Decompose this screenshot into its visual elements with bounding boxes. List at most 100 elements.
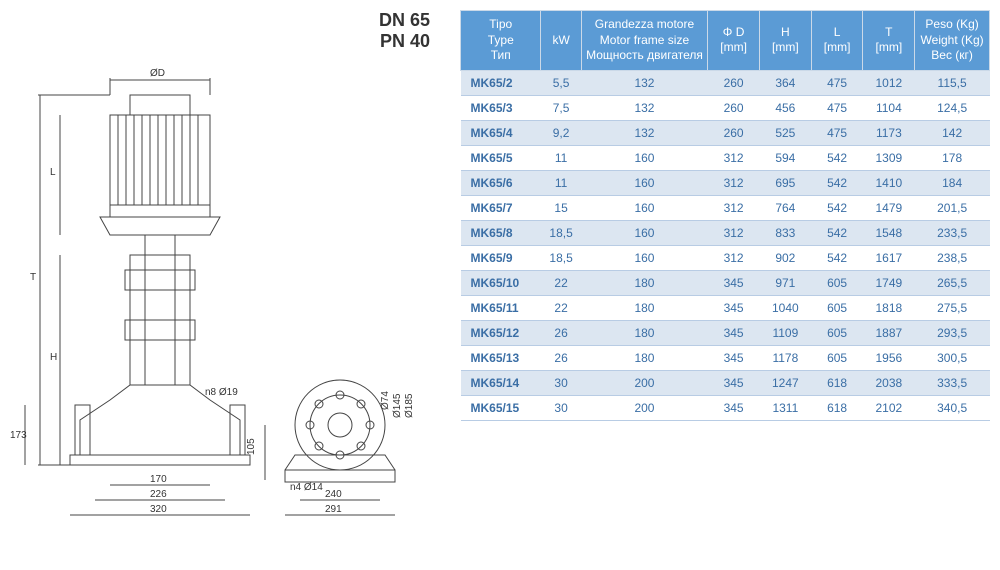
cell: 265,5 bbox=[915, 270, 990, 295]
cell: 160 bbox=[581, 145, 708, 170]
cell: MK65/12 bbox=[461, 320, 541, 345]
svg-text:Ø145: Ø145 bbox=[392, 393, 403, 418]
cell: 30 bbox=[541, 395, 581, 420]
cell: 345 bbox=[708, 395, 760, 420]
svg-text:240: 240 bbox=[325, 489, 342, 500]
cell: 594 bbox=[759, 145, 811, 170]
cell: 475 bbox=[811, 70, 863, 95]
cell: 525 bbox=[759, 120, 811, 145]
col-l: L[mm] bbox=[811, 11, 863, 71]
svg-text:291: 291 bbox=[325, 504, 342, 515]
cell: 312 bbox=[708, 170, 760, 195]
cell: 180 bbox=[581, 345, 708, 370]
cell: 605 bbox=[811, 270, 863, 295]
cell: 1548 bbox=[863, 220, 915, 245]
svg-text:L: L bbox=[50, 167, 56, 178]
cell: 180 bbox=[581, 320, 708, 345]
dn-pn-label: DN 65 PN 40 bbox=[379, 10, 430, 52]
cell: 605 bbox=[811, 295, 863, 320]
cell: 1178 bbox=[759, 345, 811, 370]
cell: 364 bbox=[759, 70, 811, 95]
cell: 1173 bbox=[863, 120, 915, 145]
cell: 605 bbox=[811, 345, 863, 370]
cell: 26 bbox=[541, 320, 581, 345]
cell: 618 bbox=[811, 370, 863, 395]
cell: 1309 bbox=[863, 145, 915, 170]
table-row: MK65/49,21322605254751173142 bbox=[461, 120, 990, 145]
table-row: MK65/7151603127645421479201,5 bbox=[461, 195, 990, 220]
svg-text:170: 170 bbox=[150, 474, 167, 485]
cell: 22 bbox=[541, 270, 581, 295]
svg-text:n8 Ø19: n8 Ø19 bbox=[205, 387, 238, 398]
cell: 1109 bbox=[759, 320, 811, 345]
cell: 178 bbox=[915, 145, 990, 170]
cell: 1956 bbox=[863, 345, 915, 370]
table-row: MK65/153020034513116182102340,5 bbox=[461, 395, 990, 420]
table-row: MK65/818,51603128335421548233,5 bbox=[461, 220, 990, 245]
cell: MK65/15 bbox=[461, 395, 541, 420]
cell: 7,5 bbox=[541, 95, 581, 120]
table-row: MK65/37,51322604564751104124,5 bbox=[461, 95, 990, 120]
cell: 1818 bbox=[863, 295, 915, 320]
cell: 160 bbox=[581, 195, 708, 220]
cell: MK65/10 bbox=[461, 270, 541, 295]
cell: 160 bbox=[581, 170, 708, 195]
cell: 1247 bbox=[759, 370, 811, 395]
svg-text:226: 226 bbox=[150, 489, 167, 500]
cell: MK65/8 bbox=[461, 220, 541, 245]
cell: 312 bbox=[708, 145, 760, 170]
cell: 11 bbox=[541, 145, 581, 170]
cell: 971 bbox=[759, 270, 811, 295]
table-row: MK65/5111603125945421309178 bbox=[461, 145, 990, 170]
cell: 1104 bbox=[863, 95, 915, 120]
dn-text: DN 65 bbox=[379, 10, 430, 31]
svg-text:320: 320 bbox=[150, 504, 167, 515]
cell: 475 bbox=[811, 95, 863, 120]
cell: 5,5 bbox=[541, 70, 581, 95]
cell: MK65/13 bbox=[461, 345, 541, 370]
cell: 695 bbox=[759, 170, 811, 195]
svg-text:173: 173 bbox=[10, 430, 27, 441]
cell: 30 bbox=[541, 370, 581, 395]
cell: 345 bbox=[708, 295, 760, 320]
cell: 542 bbox=[811, 220, 863, 245]
table-row: MK65/132618034511786051956300,5 bbox=[461, 345, 990, 370]
cell: MK65/2 bbox=[461, 70, 541, 95]
cell: 542 bbox=[811, 245, 863, 270]
cell: 180 bbox=[581, 270, 708, 295]
cell: 18,5 bbox=[541, 245, 581, 270]
cell: 1012 bbox=[863, 70, 915, 95]
cell: 132 bbox=[581, 70, 708, 95]
cell: 2102 bbox=[863, 395, 915, 420]
cell: 115,5 bbox=[915, 70, 990, 95]
cell: 260 bbox=[708, 95, 760, 120]
col-type: TipoTypeТип bbox=[461, 11, 541, 71]
cell: 1311 bbox=[759, 395, 811, 420]
cell: MK65/4 bbox=[461, 120, 541, 145]
cell: 1479 bbox=[863, 195, 915, 220]
cell: 618 bbox=[811, 395, 863, 420]
cell: 333,5 bbox=[915, 370, 990, 395]
table-row: MK65/6111603126955421410184 bbox=[461, 170, 990, 195]
cell: 1749 bbox=[863, 270, 915, 295]
cell: 345 bbox=[708, 320, 760, 345]
left-panel: DN 65 PN 40 bbox=[10, 10, 450, 560]
table-row: MK65/122618034511096051887293,5 bbox=[461, 320, 990, 345]
cell: 312 bbox=[708, 195, 760, 220]
table-row: MK65/918,51603129025421617238,5 bbox=[461, 245, 990, 270]
cell: 345 bbox=[708, 370, 760, 395]
cell: 456 bbox=[759, 95, 811, 120]
cell: 201,5 bbox=[915, 195, 990, 220]
col-motor: Grandezza motoreMotor frame sizeМощность… bbox=[581, 11, 708, 71]
cell: 1410 bbox=[863, 170, 915, 195]
svg-text:105: 105 bbox=[246, 438, 257, 455]
cell: 26 bbox=[541, 345, 581, 370]
col-kw: kW bbox=[541, 11, 581, 71]
cell: 233,5 bbox=[915, 220, 990, 245]
cell: MK65/14 bbox=[461, 370, 541, 395]
table-row: MK65/143020034512476182038333,5 bbox=[461, 370, 990, 395]
table-row: MK65/10221803459716051749265,5 bbox=[461, 270, 990, 295]
cell: 11 bbox=[541, 170, 581, 195]
cell: 833 bbox=[759, 220, 811, 245]
cell: 200 bbox=[581, 370, 708, 395]
